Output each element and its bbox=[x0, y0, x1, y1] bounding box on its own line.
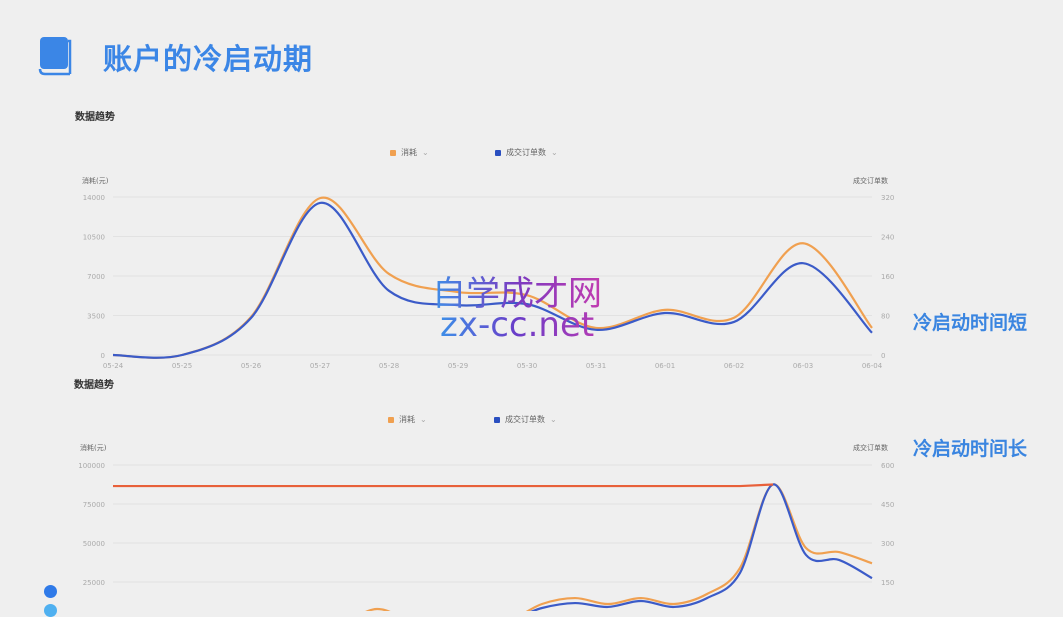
book-icon bbox=[38, 36, 72, 80]
x-tick: 06-03 bbox=[793, 362, 813, 370]
chart1-left-axis-title: 消耗(元) bbox=[82, 177, 109, 185]
chart2-right-axis-title: 成交订单数 bbox=[853, 444, 888, 452]
y-tick-right: 300 bbox=[881, 540, 894, 548]
annotation-long: 冷启动时间长 bbox=[913, 438, 1028, 460]
series-line-s0 bbox=[365, 483, 873, 611]
y-tick-left: 75000 bbox=[83, 501, 105, 509]
y-tick-right: 150 bbox=[881, 579, 894, 587]
legend-label: 消耗 bbox=[399, 415, 415, 424]
legend-label: 成交订单数 bbox=[505, 415, 545, 424]
chevron-down-icon: ⌄ bbox=[422, 148, 429, 157]
series-line-s1 bbox=[112, 201, 873, 359]
legend-label: 成交订单数 bbox=[506, 148, 546, 157]
slide-dot[interactable] bbox=[44, 585, 57, 598]
chart1-legend-orders[interactable]: 成交订单数 ⌄ bbox=[495, 147, 558, 158]
legend-swatch bbox=[390, 149, 396, 156]
legend-swatch bbox=[495, 149, 501, 156]
y-tick-right: 80 bbox=[881, 313, 890, 321]
chevron-down-icon: ⌄ bbox=[551, 148, 558, 157]
y-tick-left: 10500 bbox=[83, 234, 105, 242]
y-tick-left: 100000 bbox=[78, 462, 105, 470]
chart2-legend-spend[interactable]: 消耗 ⌄ bbox=[388, 414, 427, 425]
legend-label: 消耗 bbox=[401, 148, 417, 157]
x-tick: 05-27 bbox=[310, 362, 330, 370]
chevron-down-icon: ⌄ bbox=[550, 415, 557, 424]
y-tick-right: 0 bbox=[881, 352, 885, 360]
y-tick-left: 0 bbox=[101, 352, 105, 360]
y-tick-right: 240 bbox=[881, 234, 894, 242]
y-tick-right: 600 bbox=[881, 462, 894, 470]
x-tick: 05-31 bbox=[586, 362, 606, 370]
x-tick: 05-25 bbox=[172, 362, 192, 370]
watermark-text: 自学成才网 bbox=[432, 266, 602, 315]
y-tick-right: 320 bbox=[881, 194, 894, 202]
x-tick: 06-01 bbox=[655, 362, 675, 370]
x-tick: 06-02 bbox=[724, 362, 744, 370]
y-tick-right: 450 bbox=[881, 501, 894, 509]
chart2-legend-orders[interactable]: 成交订单数 ⌄ bbox=[494, 414, 557, 425]
x-tick: 05-24 bbox=[103, 362, 124, 370]
y-tick-right: 160 bbox=[881, 273, 894, 281]
chart1-legend-spend[interactable]: 消耗 ⌄ bbox=[390, 147, 429, 158]
chevron-down-icon: ⌄ bbox=[420, 415, 427, 424]
y-tick-left: 14000 bbox=[83, 194, 105, 202]
x-tick: 06-04 bbox=[862, 362, 883, 370]
x-tick: 05-26 bbox=[241, 362, 262, 370]
series-line-line2 bbox=[113, 483, 774, 488]
chart2-left-axis-title: 消耗(元) bbox=[80, 444, 107, 452]
x-tick: 05-29 bbox=[448, 362, 468, 370]
legend-swatch bbox=[388, 416, 394, 423]
chart2-title: 数据趋势 bbox=[74, 380, 114, 391]
legend-swatch bbox=[494, 416, 500, 423]
annotation-short: 冷启动时间短 bbox=[913, 312, 1028, 334]
y-tick-left: 7000 bbox=[87, 273, 105, 281]
y-tick-left: 50000 bbox=[83, 540, 105, 548]
page-title: 账户的冷启动期 bbox=[103, 42, 314, 76]
chart1-right-axis-title: 成交订单数 bbox=[853, 177, 888, 185]
x-tick: 05-28 bbox=[379, 362, 399, 370]
watermark-url: zx-cc.net bbox=[440, 305, 595, 345]
y-tick-left: 3500 bbox=[87, 313, 105, 321]
series-line-s1 bbox=[530, 483, 873, 611]
chart1-title: 数据趋势 bbox=[75, 112, 115, 123]
x-tick: 05-30 bbox=[517, 362, 537, 370]
y-tick-left: 25000 bbox=[83, 579, 105, 587]
